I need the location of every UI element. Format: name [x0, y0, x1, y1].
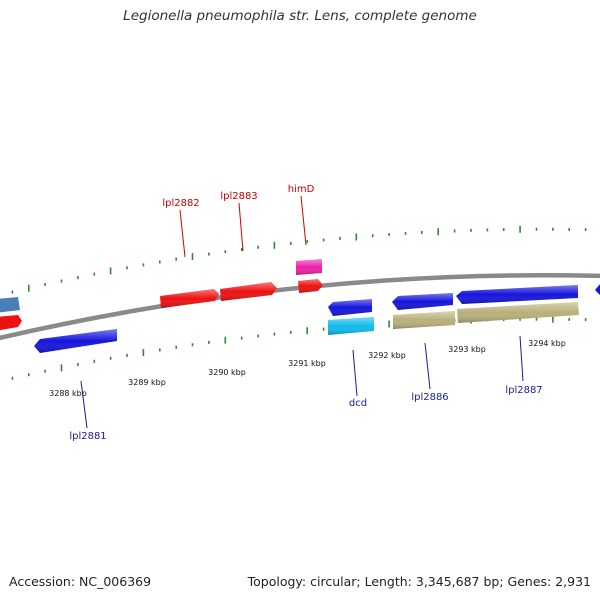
- gene-label-lpl2887[interactable]: lpl2887: [505, 385, 542, 396]
- gene-arrow-red[interactable]: [0, 315, 22, 331]
- kbp-label: 3290 kbp: [208, 368, 246, 377]
- gene-arrow-edge-blue[interactable]: [595, 283, 600, 296]
- forward-genes: [0, 259, 323, 331]
- accession-label: Accession: NC_006369: [9, 574, 152, 589]
- map-title: Legionella pneumophila str. Lens, comple…: [123, 8, 477, 24]
- gene-label-himD[interactable]: himD: [288, 184, 315, 195]
- kbp-label: 3288 kbp: [49, 389, 87, 398]
- gene-label-lpl2881[interactable]: lpl2881: [69, 431, 106, 442]
- reverse-genes: [34, 283, 600, 353]
- gene-label-lpl2886[interactable]: lpl2886: [411, 392, 448, 403]
- kbp-label: 3292 kbp: [368, 351, 406, 360]
- gene-label-lpl2882[interactable]: lpl2882: [162, 198, 199, 209]
- kbp-label: 3289 kbp: [128, 378, 166, 387]
- kbp-labels: 3288 kbp 3289 kbp 3290 kbp 3291 kbp 3292…: [49, 339, 566, 398]
- forward-gene-labels: lpl2882 lpl2883 himD: [162, 184, 314, 209]
- inner-tick-row: [11, 315, 587, 380]
- gene-label-lpl2883[interactable]: lpl2883: [220, 191, 257, 202]
- kbp-label: 3294 kbp: [528, 339, 566, 348]
- label-leader-lines: [80, 195, 524, 429]
- outer-tick-row: [11, 225, 587, 294]
- genome-summary: Topology: circular; Length: 3,345,687 bp…: [247, 574, 591, 589]
- kbp-label: 3291 kbp: [288, 359, 326, 368]
- kbp-label: 3293 kbp: [448, 345, 486, 354]
- gene-arrow-steel[interactable]: [0, 297, 20, 313]
- reverse-gene-labels: lpl2881 dcd lpl2886 lpl2887: [69, 385, 542, 442]
- gene-label-dcd[interactable]: dcd: [349, 398, 367, 409]
